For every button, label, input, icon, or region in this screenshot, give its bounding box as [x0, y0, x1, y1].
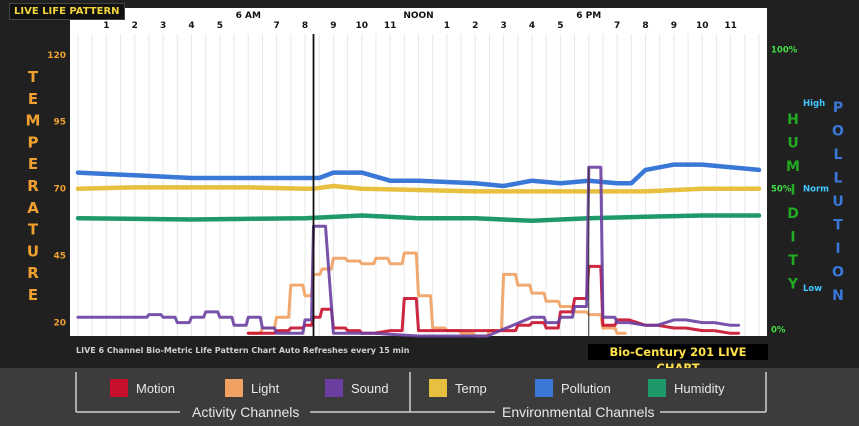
pollution-swatch [535, 379, 553, 397]
y-tick-label: 95 [53, 118, 66, 128]
legend-label-humidity: Humidity [674, 380, 725, 396]
legend-panel: Motion Light Sound Temp Pollution Humidi… [0, 368, 859, 426]
pollution-axis-letter: P [833, 100, 843, 116]
humidity-tick-label: 50% [771, 185, 792, 195]
temperature-axis-letter: A [27, 199, 39, 217]
x-tick-label: 9 [671, 21, 677, 31]
pollution-axis-letter: O [832, 265, 844, 281]
humidity-axis-letter: I [790, 183, 795, 199]
x-tick-label: 6 PM [576, 11, 601, 21]
x-tick-label: 5 [217, 21, 223, 31]
pollution-axis-letter: O [832, 124, 844, 140]
temperature-axis-letter: T [28, 68, 39, 86]
humidity-swatch [648, 379, 666, 397]
legend-item-light[interactable]: Light [225, 378, 279, 398]
humidity-axis-letter: U [787, 136, 798, 152]
temperature-axis-letter: T [28, 221, 39, 239]
humidity-axis-letter: H [787, 112, 799, 128]
pollution-axis-letter: T [833, 218, 843, 234]
x-tick-label: 10 [355, 21, 368, 31]
temperature-axis-letter: U [27, 242, 39, 260]
series-line-pollution [75, 162, 762, 189]
motion-swatch [110, 379, 128, 397]
temperature-axis-letter: R [27, 264, 39, 282]
humidity-tick-label: 0% [771, 325, 786, 335]
series-line-motion [246, 264, 741, 335]
pollution-axis-letter: I [835, 241, 840, 257]
legend-frame [75, 372, 767, 413]
x-tick-label: 6 AM [236, 11, 261, 21]
x-tick-label: 9 [330, 21, 336, 31]
humidity-tick-label: 100% [771, 45, 798, 55]
legend-item-sound[interactable]: Sound [325, 378, 389, 398]
x-tick-label: 8 [642, 21, 648, 31]
sound-swatch [325, 379, 343, 397]
refresh-note: LIVE 6 Channel Bio-Metric Life Pattern C… [76, 346, 410, 355]
humidity-axis-letter: D [787, 206, 799, 222]
temperature-axis-letter: M [26, 112, 41, 130]
x-tick-label: 11 [384, 21, 397, 31]
pollution-tick-label: Norm [803, 185, 829, 195]
legend-label-motion: Motion [136, 380, 176, 396]
temperature-axis-letter: E [28, 286, 38, 304]
x-tick-label: 1 [103, 21, 109, 31]
chart-title: LIVE LIFE PATTERN [9, 3, 125, 20]
pollution-axis-letter: U [832, 194, 843, 210]
x-tick-label: 2 [132, 21, 138, 31]
series-line-temp [75, 183, 762, 194]
legend-label-pollution: Pollution [561, 380, 611, 396]
x-tick-label: NOON [403, 11, 433, 21]
humidity-axis-letter: M [786, 159, 800, 175]
x-tick-label: 2 [472, 21, 478, 31]
legend-item-pollution[interactable]: Pollution [535, 378, 611, 398]
x-tick-label: 1 [444, 21, 450, 31]
legend-item-motion[interactable]: Motion [110, 378, 175, 398]
pollution-tick-label: High [803, 99, 825, 109]
x-tick-label: 3 [160, 21, 166, 31]
x-tick-label: 4 [529, 21, 535, 31]
legend-item-humidity[interactable]: Humidity [648, 378, 725, 398]
legend-label-temp: Temp [455, 380, 487, 396]
light-swatch [225, 379, 243, 397]
pollution-axis-letter: N [832, 288, 844, 304]
humidity-axis-letter: I [790, 230, 795, 246]
x-tick-label: 5 [557, 21, 563, 31]
legend-item-temp[interactable]: Temp [429, 378, 487, 398]
y-tick-label: 120 [47, 51, 66, 61]
legend-label-sound: Sound [351, 380, 389, 396]
y-tick-label: 70 [53, 185, 66, 195]
legend-label-light: Light [251, 380, 280, 396]
y-tick-label: 20 [53, 319, 66, 329]
x-tick-label: 8 [302, 21, 308, 31]
brand-label: Bio-Century 201 LIVE CHART [588, 344, 768, 375]
temperature-axis-letter: E [28, 90, 38, 108]
humidity-axis-letter: Y [787, 277, 799, 293]
x-tick-label: 4 [188, 21, 194, 31]
y-tick-label: 45 [53, 252, 66, 262]
x-tick-label: 3 [500, 21, 506, 31]
x-tick-label: 11 [724, 21, 737, 31]
pollution-tick-label: Low [803, 284, 822, 294]
pollution-axis-letter: L [834, 147, 843, 163]
temperature-axis-letter: E [28, 155, 38, 173]
activity-group-label: Activity Channels [192, 404, 300, 420]
temp-swatch [429, 379, 447, 397]
series-line-humidity [75, 213, 762, 224]
series-line-sound [76, 165, 741, 338]
environmental-group-label: Environmental Channels [502, 404, 655, 420]
temperature-axis-letter: P [28, 133, 39, 151]
x-tick-label: 7 [273, 21, 279, 31]
x-tick-label: 10 [696, 21, 709, 31]
pollution-axis-letter: L [834, 171, 843, 187]
temperature-axis-letter: R [27, 177, 39, 195]
humidity-axis-letter: T [788, 253, 798, 269]
x-tick-label: 7 [614, 21, 620, 31]
